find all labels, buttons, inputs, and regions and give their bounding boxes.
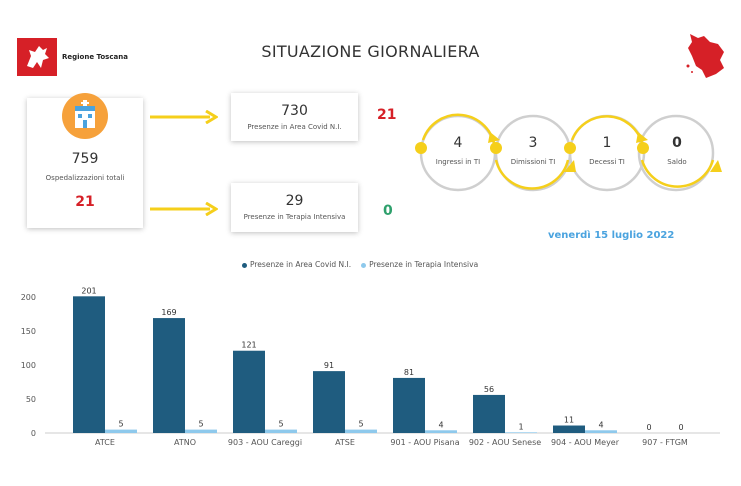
covid-area-value: 730 bbox=[281, 103, 308, 119]
flow-dimissioni-label: Dimissioni TI bbox=[510, 158, 556, 166]
x-tick-label: 901 - AOU Pisana bbox=[390, 438, 459, 447]
total-hospitalizations-value: 759 bbox=[71, 151, 99, 167]
bar-covid bbox=[233, 350, 265, 433]
region-logo: Regione Toscana bbox=[17, 38, 128, 76]
bar-value-label: 0 bbox=[646, 423, 651, 432]
flow-ingressi-value: 4 bbox=[453, 135, 463, 151]
bar-intensive bbox=[265, 429, 297, 433]
bar-value-label: 201 bbox=[81, 286, 96, 295]
arrow-to-intensive-icon bbox=[150, 202, 218, 216]
arrow-to-covid-icon bbox=[150, 110, 218, 124]
intensive-care-delta: 0 bbox=[383, 203, 393, 219]
legend-dot-dark bbox=[242, 262, 247, 268]
x-tick-label: 904 - AOU Meyer bbox=[551, 438, 620, 447]
y-tick-label: 50 bbox=[26, 395, 36, 404]
legend-label-intensive: Presenze in Terapia Intensiva bbox=[369, 260, 479, 269]
intensive-care-value: 29 bbox=[285, 193, 304, 209]
legend-item-covid: Presenze in Area Covid N.I. bbox=[242, 260, 351, 269]
covid-area-label: Presenze in Area Covid N.I. bbox=[247, 123, 342, 131]
flow-saldo-label: Saldo bbox=[667, 158, 687, 166]
legend-item-intensive: Presenze in Terapia Intensiva bbox=[361, 260, 478, 269]
flow-ingressi-label: Ingressi in TI bbox=[435, 158, 481, 166]
bar-intensive bbox=[505, 432, 537, 433]
x-tick-label: ATNO bbox=[174, 438, 196, 447]
page-title: SITUAZIONE GIORNALIERA bbox=[261, 42, 480, 61]
total-hospitalizations-label: Ospedalizzazioni totali bbox=[45, 174, 125, 182]
y-tick-label: 200 bbox=[21, 293, 36, 302]
bar-covid bbox=[313, 371, 345, 433]
bar-intensive bbox=[345, 429, 377, 433]
bar-covid bbox=[153, 318, 185, 433]
y-tick-label: 100 bbox=[21, 361, 36, 370]
total-hospitalizations-delta: 21 bbox=[75, 194, 95, 210]
report-date: venerdì 15 luglio 2022 bbox=[548, 230, 675, 241]
y-tick-label: 150 bbox=[21, 327, 36, 336]
bar-value-label: 56 bbox=[484, 385, 494, 394]
flow-decessi-label: Decessi TI bbox=[589, 158, 625, 166]
intensive-care-label: Presenze in Terapia Intensiva bbox=[243, 213, 346, 221]
x-tick-label: ATCE bbox=[95, 438, 115, 447]
bar-value-label: 0 bbox=[678, 423, 683, 432]
bar-value-label: 91 bbox=[324, 361, 334, 370]
bar-value-label: 4 bbox=[598, 420, 603, 429]
bar-value-label: 5 bbox=[118, 420, 123, 429]
hospital-icon bbox=[61, 92, 109, 144]
bar-intensive bbox=[105, 429, 137, 433]
x-tick-label: 903 - AOU Careggi bbox=[228, 438, 302, 447]
bar-value-label: 5 bbox=[358, 420, 363, 429]
bar-covid bbox=[473, 394, 505, 433]
bar-value-label: 1 bbox=[518, 422, 523, 431]
y-tick-label: 0 bbox=[31, 429, 36, 438]
bar-intensive bbox=[425, 430, 457, 433]
bar-intensive bbox=[185, 429, 217, 433]
flow-decessi-value: 1 bbox=[602, 135, 612, 151]
region-name: Regione Toscana bbox=[62, 53, 128, 61]
bar-value-label: 4 bbox=[438, 420, 443, 429]
bar-value-label: 169 bbox=[161, 308, 176, 317]
bar-value-label: 121 bbox=[241, 341, 256, 350]
bar-covid bbox=[393, 377, 425, 433]
flow-dimissioni-value: 3 bbox=[528, 135, 538, 151]
legend-label-covid: Presenze in Area Covid N.I. bbox=[250, 260, 352, 269]
x-tick-label: ATSE bbox=[335, 438, 355, 447]
x-tick-label: 907 - FTGM bbox=[642, 438, 688, 447]
total-hospitalizations-card: 759 Ospedalizzazioni totali 21 bbox=[27, 93, 143, 228]
covid-area-delta: 21 bbox=[377, 107, 397, 123]
legend-dot-light bbox=[361, 262, 367, 268]
covid-area-card: 730 Presenze in Area Covid N.I. bbox=[231, 93, 358, 141]
intensive-care-card: 29 Presenze in Terapia Intensiva bbox=[231, 183, 358, 232]
bar-covid bbox=[73, 296, 105, 433]
flow-saldo-value: 0 bbox=[672, 135, 682, 151]
bar-value-label: 5 bbox=[278, 420, 283, 429]
bar-value-label: 81 bbox=[404, 368, 414, 377]
bar-covid bbox=[553, 425, 585, 433]
bar-intensive bbox=[585, 430, 617, 433]
tuscany-map-icon bbox=[684, 32, 726, 84]
chart-legend: Presenze in Area Covid N.I. Presenze in … bbox=[242, 260, 478, 269]
pegasus-logo-icon bbox=[17, 38, 57, 76]
bar-value-label: 5 bbox=[198, 420, 203, 429]
x-tick-label: 902 - AOU Senese bbox=[469, 438, 541, 447]
intensive-care-flow-diagram bbox=[415, 113, 722, 192]
bar-value-label: 11 bbox=[564, 416, 574, 425]
